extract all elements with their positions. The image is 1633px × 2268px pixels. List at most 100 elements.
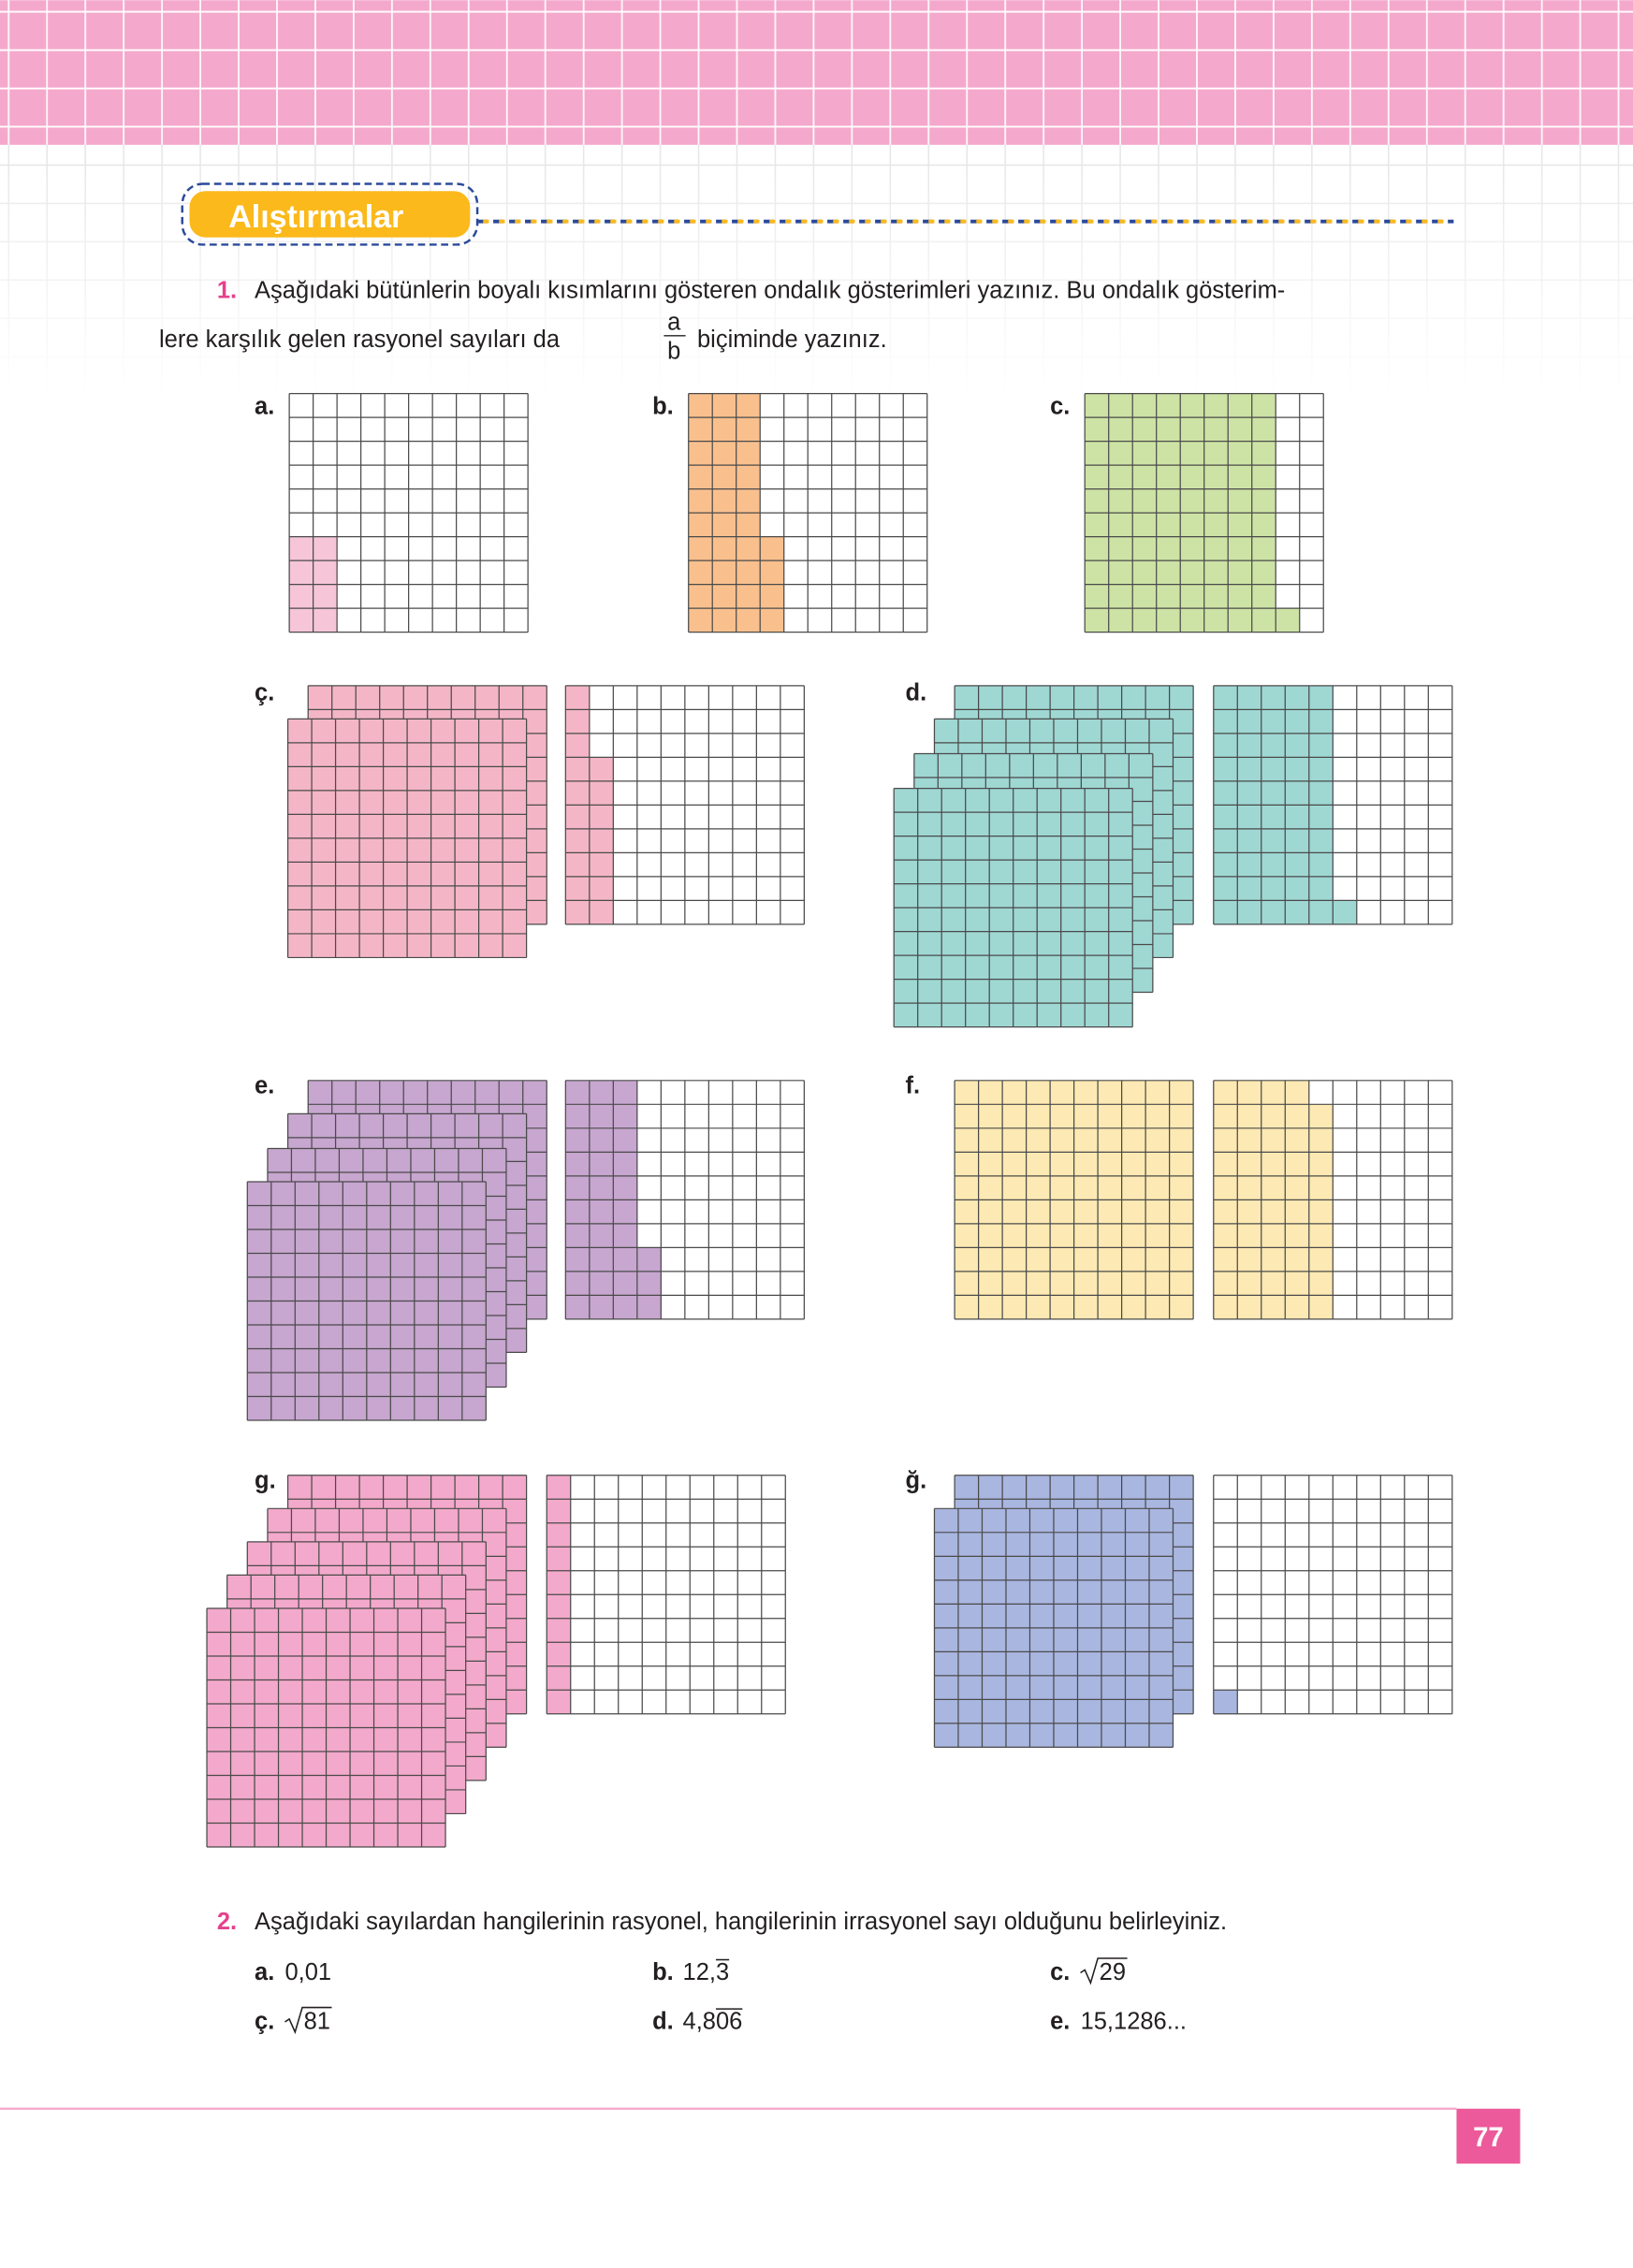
shaded-cell <box>499 685 523 710</box>
shaded-cell <box>1125 1627 1149 1652</box>
shaded-cell <box>398 1655 422 1680</box>
shaded-cell <box>1085 979 1109 1004</box>
shaded-cell <box>1145 1152 1170 1176</box>
shaded-cell <box>1013 836 1038 861</box>
shaded-cell <box>934 1627 958 1652</box>
shaded-cell <box>989 931 1013 956</box>
shaded-cell <box>1132 536 1157 561</box>
shaded-cell <box>522 685 547 710</box>
shaded-cell <box>359 742 384 767</box>
shaded-cell <box>1053 1556 1078 1580</box>
shaded-cell <box>1037 931 1061 956</box>
shaded-cell <box>985 753 1010 778</box>
shaded-cell <box>978 1080 1003 1105</box>
shaded-cell <box>373 1679 399 1704</box>
shaded-cell <box>957 1651 983 1676</box>
shaded-cell <box>941 836 966 861</box>
shaded-cell <box>613 1223 637 1248</box>
shaded-cell <box>499 1080 523 1105</box>
shaded-cell <box>287 862 313 886</box>
shaded-cell <box>359 814 384 838</box>
shaded-cell <box>302 1798 327 1824</box>
shaded-cell <box>1005 1604 1030 1628</box>
shaded-cell <box>503 909 527 934</box>
shaded-cell <box>247 1301 271 1326</box>
shaded-cell <box>934 1579 958 1605</box>
shaded-cell <box>613 1199 637 1224</box>
shaded-cell <box>386 1148 411 1172</box>
shaded-cell <box>613 1104 637 1128</box>
shaded-cell <box>1169 1247 1194 1272</box>
shaded-cell <box>1180 441 1204 466</box>
shaded-cell <box>1098 1199 1122 1224</box>
shaded-cell <box>1261 1152 1286 1176</box>
shaded-cell <box>313 584 338 609</box>
shaded-cell <box>403 1080 428 1105</box>
shaded-cell <box>383 909 408 934</box>
shaded-cell <box>1213 1271 1238 1296</box>
shaded-cell <box>1308 1295 1334 1319</box>
question-text: Aşağıdaki bütünlerin boyalı kısımlarını … <box>255 278 1285 304</box>
shaded-cell <box>1026 685 1051 710</box>
shaded-cell <box>589 1271 614 1296</box>
shaded-cell <box>1053 1723 1078 1748</box>
shaded-cell <box>1077 1579 1101 1605</box>
shaded-cell <box>1261 1271 1286 1296</box>
shaded-cell <box>1285 1127 1309 1153</box>
shaded-cell <box>941 1003 966 1027</box>
shaded-cell <box>1213 780 1238 806</box>
shaded-cell <box>1060 836 1086 861</box>
shaded-cell <box>1203 393 1229 418</box>
shaded-cell <box>1060 860 1086 884</box>
banner-border <box>181 182 479 246</box>
value-text: 12, <box>683 1959 716 1985</box>
shaded-cell <box>894 1003 918 1027</box>
shaded-cell <box>1037 955 1061 980</box>
shaded-cell <box>1145 1080 1170 1105</box>
shaded-cell <box>1098 1271 1122 1296</box>
shaded-cell <box>1060 883 1086 909</box>
shaded-cell <box>318 1253 343 1278</box>
shaded-cell <box>478 790 503 815</box>
shaded-cell <box>1053 1651 1078 1676</box>
shaded-cell <box>461 1205 487 1230</box>
shaded-cell <box>1013 788 1038 813</box>
shaded-cell <box>1108 513 1133 537</box>
shaded-cell <box>1237 1080 1261 1105</box>
shaded-cell <box>989 836 1013 861</box>
shaded-cell <box>1002 1295 1027 1319</box>
shaded-cell <box>430 862 456 886</box>
shaded-cell <box>1203 513 1229 537</box>
shaded-cell <box>455 790 479 815</box>
shaded-cell <box>989 908 1013 932</box>
shaded-cell <box>1121 685 1146 710</box>
shaded-cell <box>314 1508 340 1533</box>
shaded-cell <box>1029 1675 1054 1700</box>
hundred-grid <box>1084 393 1324 633</box>
shaded-cell <box>1050 1271 1074 1296</box>
shaded-cell <box>565 1247 590 1272</box>
shaded-cell <box>957 1627 983 1652</box>
shaded-cell <box>478 837 503 863</box>
shaded-cell <box>339 1148 363 1172</box>
shaded-cell <box>407 719 431 743</box>
shaded-cell <box>1108 560 1133 585</box>
shaded-cell <box>1148 1532 1174 1557</box>
hundred-grid <box>206 1607 446 1848</box>
shaded-cell <box>207 1679 231 1704</box>
shaded-cell <box>1101 1675 1126 1700</box>
shaded-cell <box>736 536 761 561</box>
shaded-cell <box>1132 608 1157 632</box>
shaded-cell <box>410 1508 435 1533</box>
question-number: 1. <box>217 278 237 304</box>
shaded-cell <box>1002 1127 1027 1153</box>
shaded-cell <box>1029 1579 1054 1605</box>
shaded-cell <box>1213 1104 1238 1128</box>
shaded-cell <box>917 812 942 836</box>
figure-label: ç. <box>255 679 274 705</box>
shaded-cell <box>308 685 332 710</box>
shaded-cell <box>398 1823 422 1847</box>
shaded-cell <box>1237 709 1261 734</box>
shaded-cell <box>589 1104 614 1128</box>
shaded-cell <box>335 862 360 886</box>
